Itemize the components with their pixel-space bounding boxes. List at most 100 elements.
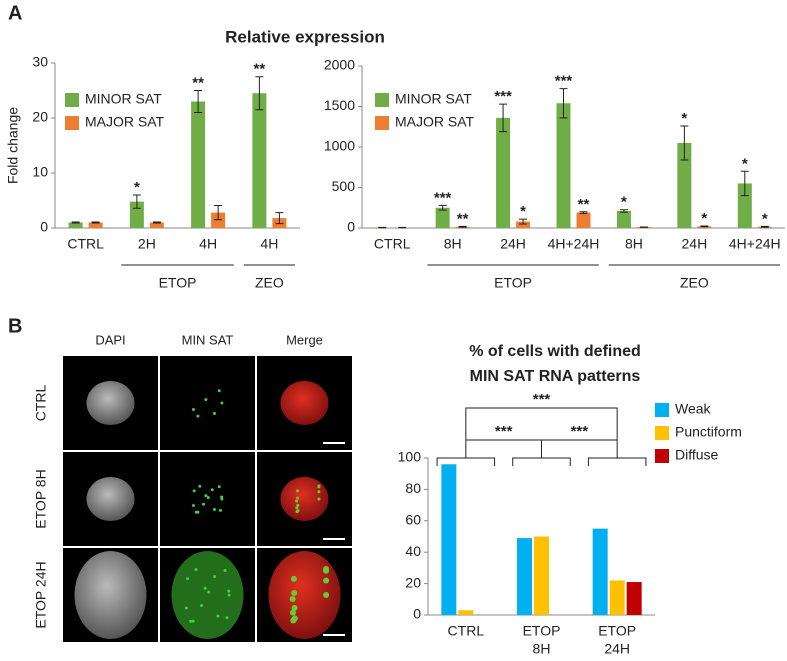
panel-title: Relative expression	[225, 27, 385, 46]
row-label: CTRL	[33, 385, 49, 422]
bar	[435, 207, 450, 228]
y-tick-label: 30	[32, 54, 48, 70]
legend-label: MAJOR SAT	[85, 114, 165, 130]
green-dot	[220, 495, 224, 499]
bar	[737, 183, 752, 228]
green-dot	[323, 592, 330, 598]
green-dot	[192, 489, 196, 493]
green-dot	[289, 595, 296, 602]
green-dot	[317, 497, 321, 501]
group-label: ETOP	[494, 275, 532, 291]
green-dot	[184, 606, 188, 610]
bar	[556, 103, 571, 228]
significance: *	[762, 210, 768, 227]
bar	[626, 582, 642, 615]
legend-label: Punctiform	[675, 424, 742, 440]
green-dot	[196, 414, 200, 418]
green-dot	[204, 398, 208, 402]
bar	[68, 222, 83, 228]
x-tick-label: 8H	[444, 236, 462, 252]
x-tick-label: 24H	[682, 236, 708, 252]
comparison-label: ***	[533, 391, 551, 408]
y-tick-label: 1500	[324, 97, 355, 113]
error-bar	[740, 170, 749, 197]
panel-letter: A	[8, 2, 22, 24]
green-dot	[295, 489, 299, 493]
bar	[149, 222, 164, 228]
y-tick-label: 10	[32, 164, 48, 180]
green-dot	[186, 577, 190, 581]
x-tick-label: 2H	[138, 236, 156, 252]
green-dot	[191, 408, 195, 412]
chart-title: % of cells with defined	[469, 343, 641, 360]
image-cell	[160, 356, 255, 450]
nucleus	[86, 381, 135, 425]
green-dot	[207, 590, 211, 594]
significance: *	[621, 194, 627, 211]
green-dot	[212, 412, 216, 416]
bar	[592, 528, 608, 615]
bar	[677, 142, 692, 228]
green-dot	[289, 609, 296, 616]
bar	[441, 464, 457, 615]
green-dot	[217, 485, 221, 489]
error-bar	[275, 212, 284, 225]
green-dot	[317, 484, 321, 488]
green-dot	[296, 496, 300, 500]
green-dot	[291, 615, 298, 622]
error-bar	[680, 125, 689, 161]
error-bar	[214, 204, 223, 221]
green-dot	[227, 593, 231, 597]
x-tick-label: CTRL	[448, 623, 485, 639]
bar	[252, 93, 267, 228]
green-dot	[295, 506, 299, 510]
green-dot	[227, 589, 231, 593]
x-tick-label: 24H	[500, 236, 526, 252]
green-dot	[296, 503, 300, 507]
x-tick-label: 24H	[604, 641, 630, 657]
category-bracket	[512, 440, 571, 466]
error-bar	[458, 225, 467, 228]
green-dot	[291, 590, 298, 597]
green-dot	[200, 603, 204, 607]
green-dot	[217, 389, 221, 393]
green-dot	[295, 499, 299, 503]
x-tick-label: 8H	[625, 236, 643, 252]
y-tick-label: 1000	[324, 138, 355, 154]
significance: ***	[555, 73, 573, 90]
error-bar	[132, 194, 141, 209]
significance: **	[578, 196, 590, 213]
image-cell	[160, 452, 255, 546]
green-dot	[220, 401, 224, 405]
green-dot	[194, 510, 198, 514]
group-label: ETOP	[159, 275, 197, 291]
error-bar	[619, 209, 628, 213]
error-bar	[255, 76, 264, 111]
error-bar	[438, 204, 447, 211]
category-bracket	[587, 440, 647, 466]
panel-letter: B	[8, 315, 22, 337]
green-dot	[323, 577, 330, 584]
green-dot	[210, 488, 214, 492]
green-dot	[323, 566, 330, 573]
green-dot	[191, 619, 195, 623]
legend-label: MINOR SAT	[85, 91, 162, 107]
significance: *	[134, 179, 140, 196]
bar	[576, 212, 591, 228]
legend-swatch	[655, 403, 669, 417]
y-tick-label: 20	[405, 574, 421, 590]
bar	[609, 580, 625, 615]
comparison-label: ***	[495, 423, 513, 440]
green-dot	[213, 575, 217, 579]
x-tick-label: 8H	[533, 641, 551, 657]
column-header: MIN SAT	[182, 332, 234, 347]
x-tick-label: 4H+24H	[729, 236, 781, 252]
y-tick-label: 100	[398, 449, 422, 465]
significance: *	[681, 110, 687, 127]
error-bar	[194, 90, 203, 113]
legend-label: Diffuse	[675, 447, 719, 463]
y-tick-label: 0	[40, 219, 48, 235]
green-dot	[191, 504, 195, 508]
bar	[191, 101, 206, 228]
merge	[280, 381, 329, 425]
